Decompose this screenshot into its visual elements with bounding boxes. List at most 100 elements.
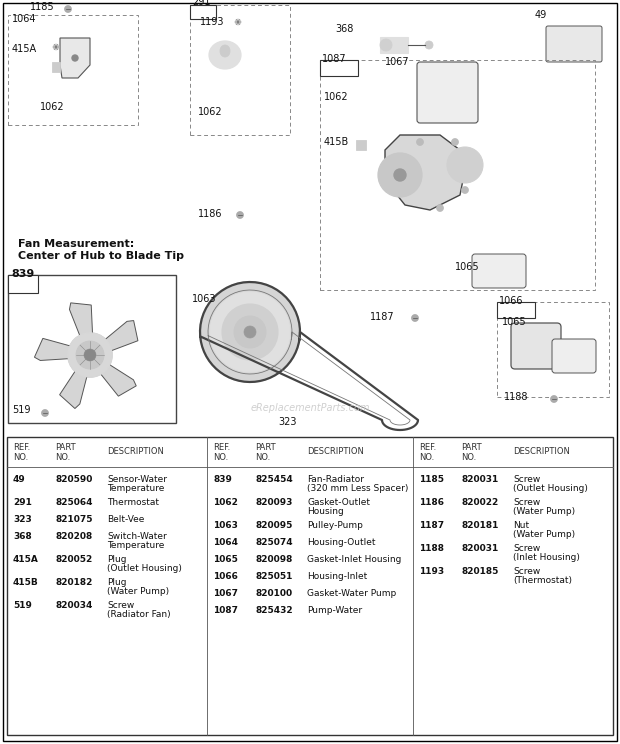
Text: 1087: 1087 [322,54,347,64]
Bar [497,302,535,318]
Text: 820208: 820208 [55,532,92,541]
Text: 1185: 1185 [30,2,55,12]
Circle shape [84,349,96,361]
Text: REF.: REF. [419,443,436,452]
Circle shape [76,341,104,369]
Text: 1063: 1063 [192,294,216,304]
Text: Screw: Screw [513,544,540,553]
Text: Screw: Screw [513,475,540,484]
Circle shape [72,55,78,61]
Polygon shape [35,339,76,360]
Bar [8,275,38,293]
FancyBboxPatch shape [417,62,478,123]
Bar [7,437,613,735]
Text: 820182: 820182 [55,578,92,587]
Ellipse shape [209,41,241,69]
Bar [190,5,290,135]
Text: 415A: 415A [12,44,37,54]
Circle shape [210,292,290,372]
Circle shape [222,304,278,360]
Text: 1065: 1065 [213,555,238,564]
Text: 291: 291 [13,498,32,507]
Text: NO.: NO. [419,452,434,461]
Circle shape [412,315,418,321]
Text: REF.: REF. [13,443,30,452]
Circle shape [551,396,557,403]
Text: 415B: 415B [13,578,38,587]
Text: 820022: 820022 [461,498,498,507]
Circle shape [394,169,406,181]
Text: 1185: 1185 [419,475,444,484]
Text: 415B: 415B [324,137,349,147]
Circle shape [68,333,112,377]
Text: Nut: Nut [513,521,529,530]
Text: (Inlet Housing): (Inlet Housing) [513,553,580,562]
FancyBboxPatch shape [546,26,602,62]
Text: (Thermostat): (Thermostat) [513,576,572,585]
Polygon shape [60,38,90,78]
Text: Screw: Screw [513,498,540,507]
Text: Gasket-Outlet: Gasket-Outlet [307,498,370,507]
Text: 1186: 1186 [419,498,444,507]
Text: 1187: 1187 [370,312,394,322]
Text: Plug: Plug [107,555,126,564]
Text: (320 mm Less Spacer): (320 mm Less Spacer) [307,484,409,493]
Text: 415A: 415A [13,555,39,564]
Text: 820031: 820031 [461,475,498,484]
Text: Plug: Plug [107,578,126,587]
Bar [320,60,358,76]
Polygon shape [385,135,465,210]
Text: 1062: 1062 [324,92,348,102]
Text: 1193: 1193 [200,17,224,27]
Text: 1067: 1067 [213,589,238,598]
Text: 1087: 1087 [213,606,238,615]
Circle shape [447,147,483,183]
Text: Gasket-Water Pump: Gasket-Water Pump [307,589,396,598]
Text: 820181: 820181 [461,521,498,530]
Text: 1063: 1063 [213,521,238,530]
Circle shape [244,326,256,338]
Text: 825064: 825064 [55,498,92,507]
Text: 1193: 1193 [419,567,444,576]
Text: Pulley-Pump: Pulley-Pump [307,521,363,530]
Circle shape [234,316,266,348]
Text: 820034: 820034 [55,601,92,610]
Text: Thermostat: Thermostat [107,498,159,507]
Text: 820052: 820052 [55,555,92,564]
Circle shape [461,187,469,193]
Text: Pump-Water: Pump-Water [307,606,362,615]
Bar [320,60,595,290]
Text: 1065: 1065 [502,317,526,327]
Text: 323: 323 [278,417,296,427]
Text: Belt-Vee: Belt-Vee [107,515,144,524]
Circle shape [76,341,104,369]
Circle shape [235,19,241,25]
Bar [8,15,138,125]
Text: 1062: 1062 [198,107,223,117]
Circle shape [451,138,459,146]
Text: 825074: 825074 [255,538,293,547]
Text: NO.: NO. [255,452,270,461]
Text: (Outlet Housing): (Outlet Housing) [107,564,182,573]
Text: Temperature: Temperature [107,484,164,493]
Bar [52,62,60,72]
Text: 323: 323 [13,515,32,524]
Circle shape [200,282,300,382]
Text: (Radiator Fan): (Radiator Fan) [107,610,170,619]
Text: (Water Pump): (Water Pump) [513,530,575,539]
Text: 825454: 825454 [255,475,293,484]
Text: 820590: 820590 [55,475,92,484]
Bar [497,302,609,397]
Text: NO.: NO. [13,452,29,461]
Bar [380,37,408,53]
Text: 825051: 825051 [255,572,293,581]
Circle shape [236,211,244,219]
Circle shape [84,349,96,361]
Text: Housing-Inlet: Housing-Inlet [307,572,367,581]
Text: 519: 519 [12,405,30,415]
Text: Screw: Screw [107,601,135,610]
Text: Gasket-Inlet Housing: Gasket-Inlet Housing [307,555,401,564]
Text: 1062: 1062 [213,498,238,507]
Text: 821075: 821075 [55,515,92,524]
Text: 49: 49 [535,10,547,20]
